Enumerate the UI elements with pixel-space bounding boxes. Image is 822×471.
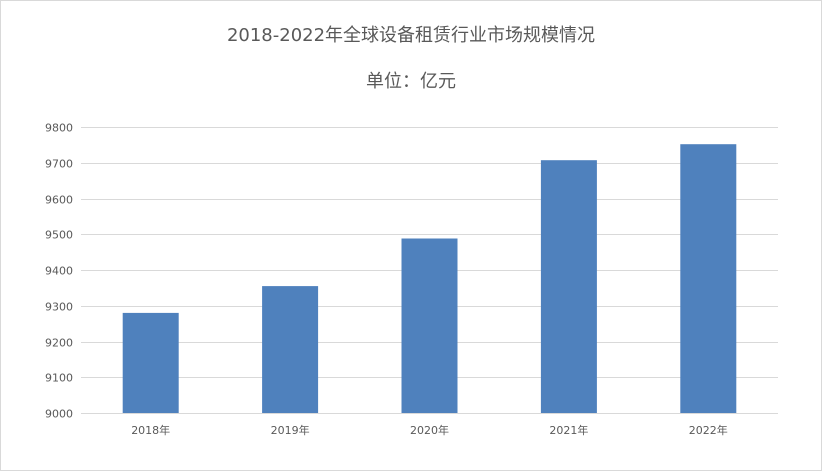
bar-2018年: [122, 312, 179, 413]
y-tick-label: 9400: [45, 265, 73, 278]
bar-2020年: [401, 238, 458, 413]
x-axis-ticks: 2018年 2019年 2020年 2021年 2022年: [131, 423, 728, 437]
bar-2019年: [262, 286, 319, 413]
x-tick-label: 2022年: [689, 423, 728, 437]
x-tick-label: 2020年: [410, 423, 449, 437]
y-tick-label: 9800: [45, 122, 73, 135]
y-tick-label: 9100: [45, 372, 73, 385]
y-tick-label: 9200: [45, 337, 73, 350]
bar-2021年: [540, 160, 597, 413]
y-tick-label: 9000: [45, 408, 73, 421]
x-tick-label: 2018年: [131, 423, 170, 437]
bars: [122, 144, 737, 413]
x-tick-label: 2019年: [271, 423, 310, 437]
y-tick-label: 9300: [45, 301, 73, 314]
y-tick-label: 9600: [45, 194, 73, 207]
y-tick-label: 9700: [45, 158, 73, 171]
x-tick-label: 2021年: [549, 423, 588, 437]
chart-subtitle: 单位：亿元: [366, 71, 456, 92]
chart-title: 2018-2022年全球设备租赁行业市场规模情况: [226, 25, 596, 46]
y-axis-ticks: 9000 9100 9200 9300 9400 9500 9600 9700 9800: [45, 122, 73, 421]
bar-2022年: [680, 144, 737, 413]
y-tick-label: 9500: [45, 229, 73, 242]
